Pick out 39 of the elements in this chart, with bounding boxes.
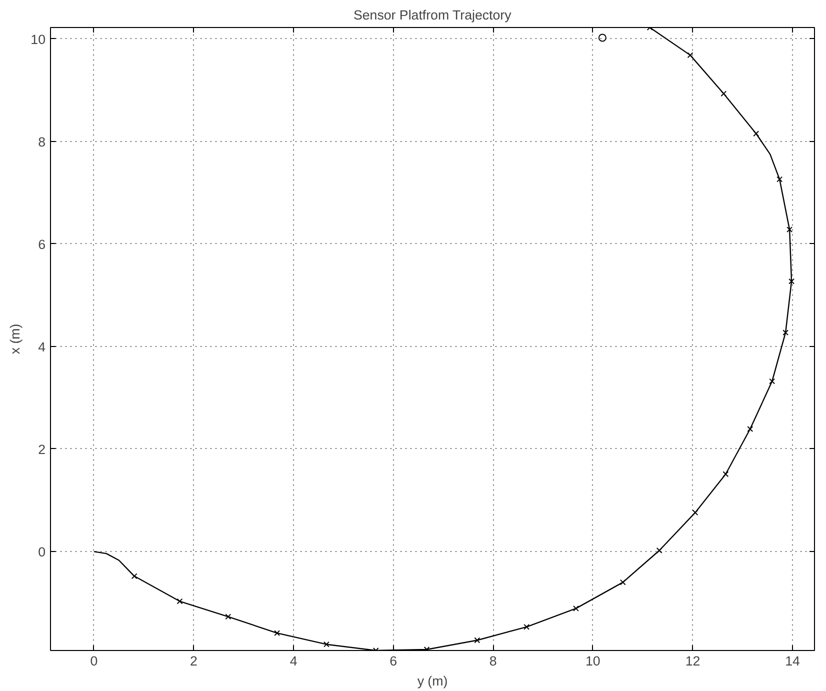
point	[176, 598, 183, 604]
point	[131, 573, 138, 580]
x-axis-title: y (m)	[417, 674, 448, 688]
point	[782, 330, 789, 336]
point	[620, 579, 626, 586]
point	[788, 278, 795, 284]
chart-title: Sensor Platfrom Trajectory	[353, 8, 512, 22]
point	[769, 378, 776, 384]
x-tick-label: 8	[489, 654, 497, 668]
point	[323, 641, 330, 648]
point	[776, 176, 783, 182]
point	[572, 605, 579, 612]
point	[225, 614, 232, 620]
point	[474, 637, 480, 644]
point	[753, 130, 760, 137]
x-tick-label: 4	[290, 654, 298, 668]
point	[687, 52, 694, 58]
point	[274, 630, 280, 636]
x-tick-label: 0	[90, 654, 98, 668]
x-tick-label: 12	[685, 654, 700, 668]
point	[786, 226, 793, 232]
y-tick-label: 10	[30, 32, 46, 47]
x-tick-label: 6	[390, 654, 398, 668]
y-tick-label: 0	[38, 544, 46, 560]
point	[722, 471, 729, 478]
y-tick-label: 8	[38, 134, 46, 150]
point	[598, 34, 606, 42]
x-tick-label: 14	[785, 654, 801, 668]
x-tick-label: 10	[586, 654, 600, 668]
point	[692, 510, 698, 516]
point	[747, 426, 754, 432]
point	[524, 624, 530, 630]
point	[720, 90, 727, 97]
point	[656, 548, 662, 554]
y-tick-label: 6	[38, 236, 46, 252]
y-axis-title: x (m)	[8, 324, 23, 354]
y-tick-label: 2	[38, 442, 46, 457]
x-tick-label: 2	[190, 654, 198, 668]
y-tick-label: 4	[38, 339, 46, 354]
